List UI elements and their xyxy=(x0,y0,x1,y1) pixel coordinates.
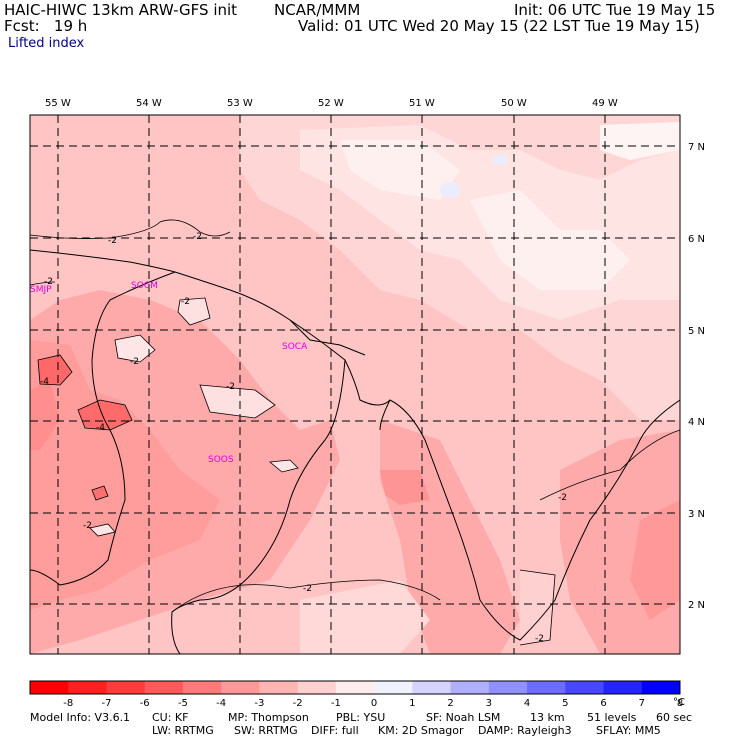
colorbar-level: 1 xyxy=(409,698,415,709)
colorbar-swatch xyxy=(641,681,681,694)
colorbar-level: -6 xyxy=(140,698,150,709)
map-frame xyxy=(29,114,681,655)
graticule xyxy=(30,115,680,654)
vertical-levels: 51 levels xyxy=(587,711,637,724)
colorbar-swatch xyxy=(221,681,260,694)
contour-label: -2 xyxy=(535,634,544,644)
contour-label: -2 xyxy=(193,232,202,242)
lat-label: 2 N xyxy=(688,600,705,611)
colorbar-swatch xyxy=(30,681,69,694)
contour-label: -2 xyxy=(108,236,117,246)
lifted-index-field xyxy=(30,115,680,654)
colorbar-swatch xyxy=(603,681,643,694)
colorbar-swatch xyxy=(450,681,490,694)
colorbar-swatch xyxy=(335,681,375,694)
colorbar-level: -2 xyxy=(293,698,303,709)
colorbar-level: -5 xyxy=(178,698,188,709)
lon-label: 55 W xyxy=(45,98,71,109)
longwave-scheme: LW: RRTMG xyxy=(152,724,214,737)
contour-label: -2 xyxy=(130,357,139,367)
lat-label: 7 N xyxy=(688,142,705,153)
colorbar-swatch xyxy=(412,681,452,694)
timestep: 60 sec xyxy=(656,711,693,724)
init-time: Init: 06 UTC Tue 19 May 15 xyxy=(514,1,716,19)
colorbar-level: 5 xyxy=(562,698,568,709)
colorbar-swatch xyxy=(488,681,528,694)
colorbar-swatch xyxy=(527,681,566,694)
lon-label: 50 W xyxy=(501,98,527,109)
field-name: Lifted index xyxy=(8,36,85,51)
cumulus-scheme: CU: KF xyxy=(152,711,189,724)
pbl-scheme: PBL: YSU xyxy=(336,711,386,724)
coastline xyxy=(30,249,680,654)
station-socm: SOCM xyxy=(131,281,158,291)
surface-layer: SFLAY: MM5 xyxy=(596,724,661,737)
lat-label: 5 N xyxy=(688,326,705,337)
surface-scheme: SF: Noah LSM xyxy=(426,711,501,724)
damping-option: DAMP: Rayleigh3 xyxy=(478,724,572,737)
valid-time: Valid: 01 UTC Wed 20 May 15 (22 LST Tue … xyxy=(298,17,700,35)
colorbar-swatch xyxy=(106,681,146,694)
colorbar-level: 3 xyxy=(486,698,492,709)
colorbar-level: -7 xyxy=(101,698,111,709)
grid-spacing: 13 km xyxy=(530,711,565,724)
colorbar-swatch xyxy=(297,681,337,694)
lat-label: 4 N xyxy=(688,417,705,428)
lat-label: 3 N xyxy=(688,509,705,520)
shortwave-scheme: SW: RRTMG xyxy=(234,724,298,737)
lat-label: 6 N xyxy=(688,234,705,245)
model-title: HAIC-HIWC 13km ARW-GFS init xyxy=(4,1,238,19)
model-info: Model Info: V3.6.1 xyxy=(30,711,131,724)
colorbar-frame xyxy=(29,680,681,695)
contour-label: -2 xyxy=(226,382,235,392)
colorbar-labels: -8 -7 -6 -5 -4 -3 -2 -1 0 1 2 3 4 5 6 7 8 xyxy=(63,698,683,709)
organization: NCAR/MMM xyxy=(274,1,361,19)
contour-label: -2 xyxy=(44,277,53,287)
microphysics-scheme: MP: Thompson xyxy=(228,711,309,724)
lon-label: 52 W xyxy=(318,98,344,109)
longitude-labels: 55 W 54 W 53 W 52 W 51 W 50 W 49 W xyxy=(45,98,618,109)
colorbar-level: 7 xyxy=(639,698,645,709)
forecast-hour: Fcst: 19 h xyxy=(4,17,88,35)
lon-label: 51 W xyxy=(409,98,435,109)
colorbar-swatch xyxy=(182,681,222,694)
lon-label: 54 W xyxy=(136,98,162,109)
station-soos: SOOS xyxy=(208,455,234,465)
colorbar-swatch xyxy=(68,681,107,694)
contour-label: -2 xyxy=(558,493,567,503)
colorbar-level: -3 xyxy=(254,698,264,709)
latitude-labels: 7 N 6 N 5 N 4 N 3 N 2 N xyxy=(688,142,705,611)
station-soca: SOCA xyxy=(282,342,308,352)
diffusion-option: DIFF: full xyxy=(311,724,359,737)
contour-labels: -2 -2 -2 -2 -2 -4 -2 -4 -2 -2 -2 -2 xyxy=(40,232,567,644)
contour-label: -2 xyxy=(83,521,92,531)
colorbar-unit: °C xyxy=(673,697,685,708)
colorbar-level: -4 xyxy=(216,698,226,709)
colorbar-level: 6 xyxy=(600,698,606,709)
colorbar-swatch xyxy=(259,681,299,694)
station-smjp: SMJP xyxy=(30,285,52,295)
colorbar-swatch xyxy=(565,681,605,694)
colorbar-level: 4 xyxy=(524,698,530,709)
contour-label: -2 xyxy=(181,297,190,307)
colorbar-level: 8 xyxy=(677,698,683,709)
km-option: KM: 2D Smagor xyxy=(378,724,464,737)
colorbar-swatch xyxy=(144,681,184,694)
colorbar-swatch xyxy=(374,681,413,694)
colorbar-level: -1 xyxy=(331,698,341,709)
colorbar-level: 2 xyxy=(447,698,453,709)
contour-label: -4 xyxy=(40,377,49,387)
lon-label: 53 W xyxy=(227,98,253,109)
colorbar-level: -8 xyxy=(63,698,73,709)
colorbar xyxy=(29,680,681,695)
contour-label: -2 xyxy=(303,584,312,594)
lon-label: 49 W xyxy=(592,98,618,109)
contour-lines xyxy=(30,219,680,646)
contour-label: -4 xyxy=(96,423,105,433)
colorbar-level: 0 xyxy=(371,698,377,709)
